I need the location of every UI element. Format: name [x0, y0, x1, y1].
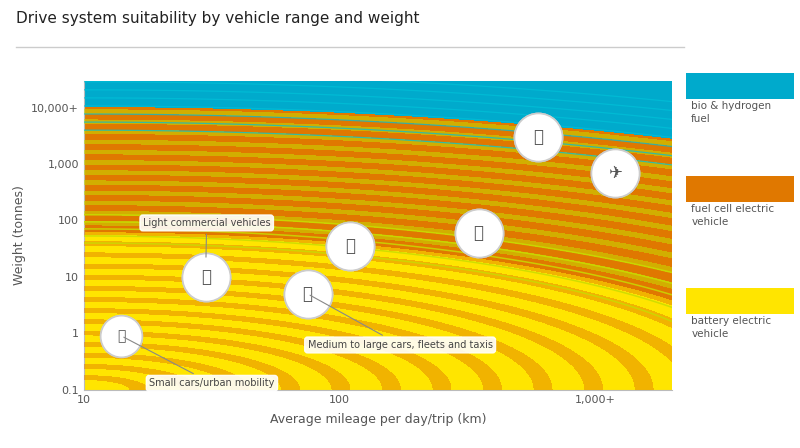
Y-axis label: Weight (tonnes): Weight (tonnes)	[13, 185, 26, 285]
Text: FCEV: FCEV	[693, 182, 729, 195]
Point	[199, 273, 212, 280]
Text: Small cars/urban mobility: Small cars/urban mobility	[124, 337, 274, 388]
Point	[115, 332, 128, 340]
Point	[472, 229, 485, 237]
Text: fuel cell electric
vehicle: fuel cell electric vehicle	[691, 204, 774, 227]
Text: 🚢: 🚢	[534, 128, 543, 146]
Text: Bio and H₂: Bio and H₂	[693, 79, 766, 92]
Point	[609, 169, 622, 177]
Text: 🚗: 🚗	[117, 329, 126, 343]
Point	[302, 290, 314, 297]
Text: 🚌: 🚌	[345, 237, 355, 255]
Text: Medium to large cars, fleets and taxis: Medium to large cars, fleets and taxis	[308, 295, 493, 350]
Text: BEV: BEV	[693, 294, 721, 307]
Text: 🚗: 🚗	[302, 285, 313, 303]
Text: bio & hydrogen
fuel: bio & hydrogen fuel	[691, 101, 771, 124]
Text: Drive system suitability by vehicle range and weight: Drive system suitability by vehicle rang…	[16, 11, 419, 26]
Point	[302, 290, 314, 297]
Point	[344, 243, 357, 250]
Text: battery electric
vehicle: battery electric vehicle	[691, 316, 771, 339]
Point	[344, 243, 357, 250]
Text: ✈: ✈	[608, 164, 622, 182]
Point	[115, 332, 128, 340]
Text: 🚛: 🚛	[474, 224, 483, 242]
Point	[532, 134, 545, 141]
Text: Light commercial vehicles: Light commercial vehicles	[143, 218, 270, 257]
Point	[609, 169, 622, 177]
Text: 🚙: 🚙	[201, 268, 211, 286]
Point	[532, 134, 545, 141]
Point	[472, 229, 485, 237]
X-axis label: Average mileage per day/trip (km): Average mileage per day/trip (km)	[270, 413, 486, 426]
Point	[199, 273, 212, 280]
